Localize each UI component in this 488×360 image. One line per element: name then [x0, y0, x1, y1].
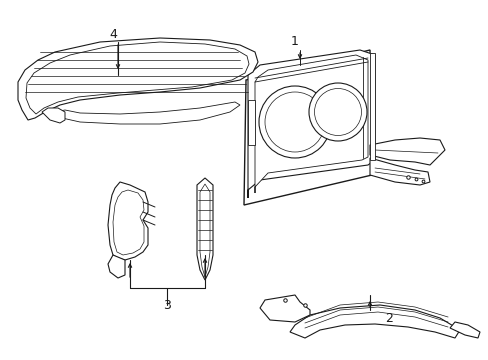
Polygon shape — [247, 50, 374, 198]
Polygon shape — [108, 255, 125, 278]
Polygon shape — [108, 182, 148, 260]
Polygon shape — [244, 50, 371, 205]
Polygon shape — [369, 158, 429, 185]
Text: 4: 4 — [109, 28, 117, 41]
Polygon shape — [449, 322, 479, 338]
Ellipse shape — [308, 83, 366, 141]
Polygon shape — [260, 295, 309, 322]
Polygon shape — [200, 184, 209, 277]
Ellipse shape — [259, 86, 330, 158]
Text: 2: 2 — [384, 311, 392, 324]
Text: 3: 3 — [163, 299, 171, 312]
Polygon shape — [369, 138, 444, 165]
Polygon shape — [26, 42, 248, 114]
Polygon shape — [113, 190, 143, 255]
Text: 1: 1 — [290, 35, 298, 48]
Polygon shape — [289, 305, 459, 338]
Polygon shape — [369, 53, 374, 160]
Polygon shape — [247, 100, 254, 145]
Polygon shape — [55, 102, 240, 124]
Ellipse shape — [264, 92, 325, 152]
Polygon shape — [18, 38, 258, 120]
Ellipse shape — [314, 89, 361, 135]
Polygon shape — [42, 108, 65, 123]
Polygon shape — [197, 178, 213, 280]
Polygon shape — [254, 55, 367, 193]
